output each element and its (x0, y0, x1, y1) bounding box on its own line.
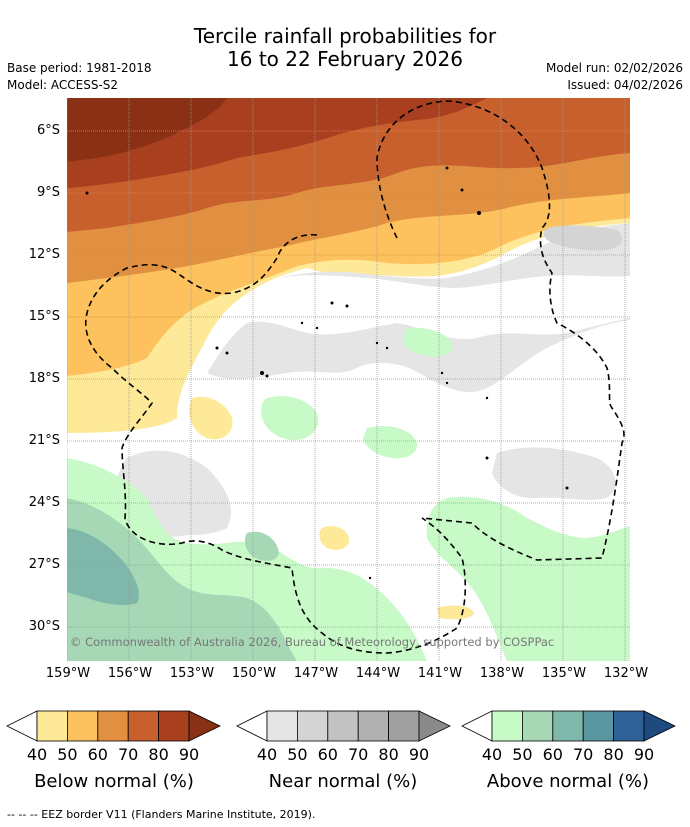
cb-near-tick-80: 80 (378, 745, 399, 764)
lat-tick-9s: 9°S (36, 185, 60, 200)
cb-near-label: Near normal (%) (268, 771, 418, 792)
cb-below-swatch-5 (188, 710, 221, 742)
cb-above-tick-90: 90 (633, 745, 655, 764)
map-copyright: © Commonwealth of Australia 2026, Bureau… (70, 635, 554, 649)
lon-tick-156w: 156°W (107, 666, 153, 681)
cb-below-tick-40: 40 (26, 745, 48, 764)
above-normal-40-mid (261, 396, 319, 441)
cb-below-tick-80: 80 (148, 745, 169, 764)
map-title-line2: 16 to 22 February 2026 (227, 47, 463, 71)
cb-above-label: Above normal (%) (486, 771, 650, 792)
eez-border-north (376, 100, 625, 561)
lat-tick-15s: 15°S (28, 309, 60, 324)
colorbars (6, 710, 676, 742)
cb-below-tick-70: 70 (118, 745, 139, 764)
cb-below-label: Below normal (%) (34, 771, 194, 792)
issued-date: Issued: 04/02/2026 (567, 78, 683, 92)
cb-below-tick-90: 90 (178, 745, 200, 764)
lat-tick-18s: 18°S (28, 371, 60, 386)
colorbar-near-normal (236, 710, 451, 742)
lon-tick-135w: 135°W (541, 666, 587, 681)
islands (85, 166, 569, 580)
below-normal-40-patch (189, 396, 233, 440)
near-normal-40-region (207, 223, 630, 393)
lon-tick-141w: 141°W (417, 666, 463, 681)
lon-tick-159w: 159°W (45, 666, 91, 681)
cb-near-swatch-0 (266, 710, 298, 742)
above-normal-50-patch (244, 531, 279, 561)
cb-near-tick-90: 90 (408, 745, 430, 764)
above-normal-40-east (426, 496, 630, 661)
cb-above-swatch-5 (643, 710, 676, 742)
lat-tick-6s: 6°S (36, 123, 60, 138)
cb-near-swatch-2 (327, 710, 359, 742)
above-normal-40-mid-2 (402, 327, 453, 357)
lon-tick-132w: 132°W (603, 666, 649, 681)
cb-below-swatch-1 (67, 710, 99, 742)
below-normal-40-patch-3 (437, 605, 474, 620)
cb-above-tick-60: 60 (542, 745, 563, 764)
cb-below-swatch-4 (158, 710, 190, 742)
eez-border-central (85, 233, 467, 654)
cb-above-tick-50: 50 (512, 745, 533, 764)
cb-above-tick-70: 70 (573, 745, 594, 764)
lon-tick-150w: 150°W (231, 666, 277, 681)
colorbar-above-normal (461, 710, 676, 742)
below-normal-90-region (67, 98, 227, 162)
above-normal-50-region (67, 498, 297, 661)
cb-below-swatch-2 (97, 710, 129, 742)
near-normal-40-region-2 (277, 223, 630, 288)
lon-tick-147w: 147°W (293, 666, 339, 681)
cb-above-swatch-3 (582, 710, 615, 742)
cb-above-swatch-0 (491, 710, 523, 742)
cb-below-swatch-0 (36, 710, 68, 742)
cb-near-tick-40: 40 (256, 745, 278, 764)
above-normal-40-patch (363, 426, 418, 459)
cb-above-swatch-1 (522, 710, 554, 742)
base-period: Base period: 1981-2018 (7, 61, 152, 75)
cb-above-swatch-2 (552, 710, 584, 742)
colorbar-below-normal (6, 710, 221, 742)
cb-above-tick-40: 40 (481, 745, 503, 764)
lat-tick-12s: 12°S (28, 247, 60, 262)
lon-tick-138w: 138°W (479, 666, 525, 681)
eez-footer-note: -- -- -- EEZ border V11 (Flanders Marine… (7, 808, 316, 821)
lat-tick-24s: 24°S (28, 495, 60, 510)
cb-near-swatch-1 (296, 710, 329, 742)
cb-near-tick-50: 50 (287, 745, 308, 764)
eez-borders (85, 100, 625, 654)
model-name: Model: ACCESS-S2 (7, 78, 119, 92)
above-normal-60-region (67, 528, 139, 606)
model-run: Model run: 02/02/2026 (545, 61, 683, 75)
cb-near-tick-60: 60 (317, 745, 338, 764)
lat-tick-21s: 21°S (28, 433, 60, 448)
cb-above-swatch-4 (613, 710, 645, 742)
cb-below-tick-60: 60 (87, 745, 108, 764)
cb-near-swatch-4 (388, 710, 420, 742)
lat-tick-27s: 27°S (28, 557, 60, 572)
cb-near-swatch-5 (418, 710, 451, 742)
lon-tick-153w: 153°W (169, 666, 215, 681)
cb-below-tick-50: 50 (57, 745, 78, 764)
lon-tick-144w: 144°W (355, 666, 401, 681)
cb-near-tick-70: 70 (348, 745, 369, 764)
below-normal-40-patch-2 (319, 526, 350, 550)
map-title-line1: Tercile rainfall probabilities for (193, 24, 497, 48)
cb-below-swatch-3 (127, 710, 159, 742)
cb-near-swatch-3 (357, 710, 390, 742)
lat-tick-30s: 30°S (28, 619, 60, 634)
cb-above-tick-80: 80 (603, 745, 624, 764)
rainfall-probability-map: © Commonwealth of Australia 2026, Bureau… (67, 98, 630, 661)
near-normal-40-east (492, 447, 616, 500)
